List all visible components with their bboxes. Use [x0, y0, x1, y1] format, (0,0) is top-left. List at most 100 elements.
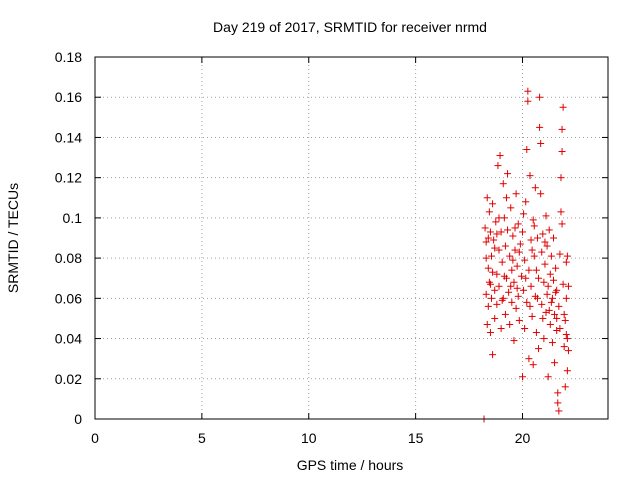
y-tick-label: 0.12 — [55, 170, 82, 186]
data-point — [564, 347, 572, 355]
data-point — [546, 320, 554, 328]
data-point — [502, 194, 510, 202]
data-point — [552, 264, 560, 272]
data-point — [491, 244, 499, 252]
data-point — [537, 190, 545, 198]
x-tick-label: 0 — [91, 430, 99, 446]
data-point — [509, 256, 517, 264]
data-point — [562, 258, 570, 266]
data-point — [507, 204, 515, 212]
data-point — [555, 302, 563, 310]
data-point — [491, 286, 499, 294]
data-point — [535, 274, 543, 282]
data-point — [552, 288, 560, 296]
data-point — [517, 272, 525, 280]
data-point — [495, 214, 503, 222]
data-point — [497, 228, 505, 236]
data-point — [523, 298, 531, 306]
data-point — [562, 331, 570, 339]
data-point — [539, 230, 547, 238]
data-point — [512, 304, 520, 312]
data-point — [509, 232, 517, 240]
data-point — [516, 240, 524, 248]
x-tick-label: 20 — [515, 430, 531, 446]
data-point — [555, 407, 563, 415]
data-point — [488, 294, 496, 302]
grid-layer — [95, 57, 608, 419]
data-point — [554, 399, 562, 407]
data-point — [515, 248, 523, 256]
data-point — [558, 220, 566, 228]
data-point — [495, 282, 503, 290]
data-point — [499, 180, 507, 188]
data-point — [489, 200, 497, 208]
data-point — [527, 236, 535, 244]
data-point — [528, 246, 536, 254]
data-point — [515, 316, 523, 324]
data-point — [497, 325, 505, 332]
x-axis-label: GPS time / hours — [297, 457, 404, 473]
data-point — [545, 226, 553, 234]
data-point — [501, 310, 509, 318]
data-point — [551, 310, 559, 318]
data-point — [506, 252, 514, 260]
data-point — [558, 148, 566, 156]
data-point — [563, 335, 571, 343]
data-point — [521, 325, 529, 332]
data-point — [482, 238, 490, 246]
data-point — [490, 236, 498, 244]
data-point — [560, 343, 568, 351]
data-point — [508, 298, 516, 306]
data-point — [498, 258, 506, 266]
data-point — [524, 87, 532, 95]
data-point — [547, 298, 555, 306]
data-point — [484, 264, 492, 272]
data-point — [500, 272, 508, 280]
data-point — [506, 320, 514, 328]
data-point — [525, 355, 533, 363]
data-point — [493, 230, 501, 238]
data-point — [522, 198, 530, 206]
data-point — [529, 216, 537, 224]
data-point — [513, 284, 521, 292]
data-point — [538, 248, 546, 256]
data-point — [530, 252, 538, 260]
data-point — [538, 300, 546, 308]
data-point — [512, 190, 520, 198]
data-point — [511, 224, 519, 232]
y-tick-label: 0.02 — [55, 371, 82, 387]
data-point — [489, 351, 497, 359]
data-point — [529, 361, 537, 369]
data-point — [495, 246, 503, 254]
data-point — [483, 320, 491, 328]
y-tick-label: 0.16 — [55, 89, 82, 105]
y-tick-labels: 0 0.02 0.04 0.06 0.08 0.1 0.12 0.14 0.16 0.18 — [55, 49, 82, 427]
data-point — [561, 383, 569, 391]
data-point — [532, 266, 540, 274]
data-point — [484, 302, 492, 310]
data-point — [541, 238, 549, 246]
data-point — [496, 152, 504, 160]
data-point — [549, 276, 557, 284]
data-point — [544, 373, 552, 381]
data-point — [513, 262, 521, 270]
data-point — [526, 302, 534, 310]
x-tick-label: 5 — [198, 430, 206, 446]
data-point — [557, 174, 565, 182]
data-point — [560, 310, 568, 318]
data-point — [562, 294, 570, 302]
data-point — [510, 337, 518, 345]
y-tick-label: 0.1 — [63, 210, 83, 226]
data-point — [488, 252, 496, 260]
plot-frame — [94, 56, 609, 420]
data-point — [493, 270, 501, 278]
data-point — [508, 266, 516, 274]
data-point — [486, 228, 494, 236]
data-point — [520, 286, 528, 294]
data-point — [558, 125, 566, 133]
data-point — [549, 234, 557, 242]
y-tick-label: 0.06 — [55, 290, 82, 306]
data-point — [486, 329, 494, 337]
data-point — [563, 367, 571, 375]
